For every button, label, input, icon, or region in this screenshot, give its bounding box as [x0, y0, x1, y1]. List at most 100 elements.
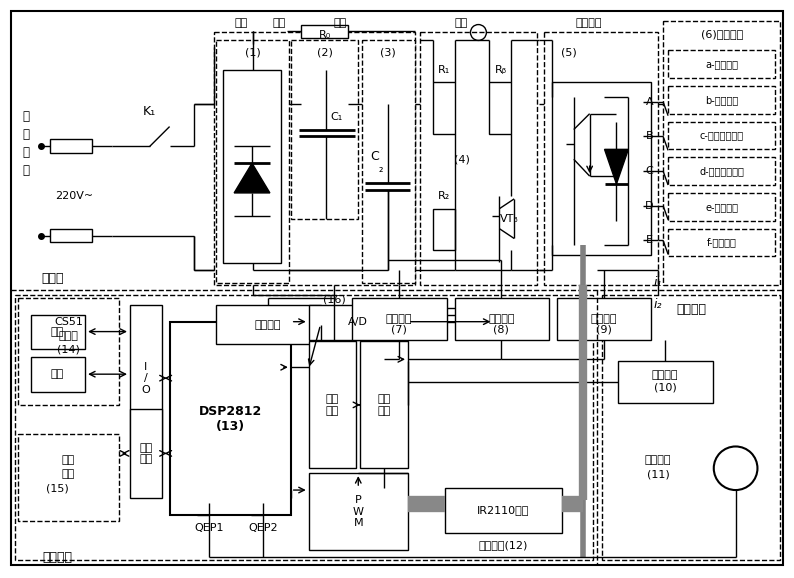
Text: 驱动电路(12): 驱动电路(12) — [479, 540, 528, 550]
Bar — [17, 298, 119, 405]
Text: DSP2812
(13): DSP2812 (13) — [198, 405, 262, 433]
Text: 限流: 限流 — [272, 17, 286, 28]
Text: D: D — [645, 201, 653, 211]
Text: (5): (5) — [561, 47, 576, 57]
Text: I
/
O: I / O — [141, 361, 150, 395]
Text: B: B — [646, 131, 653, 142]
Text: 控制电路: 控制电路 — [42, 551, 72, 564]
Bar — [360, 342, 408, 468]
Text: ₂: ₂ — [378, 164, 383, 174]
Bar — [170, 322, 291, 515]
Text: f-五相电机: f-五相电机 — [707, 238, 737, 247]
Text: 故障
综合: 故障 综合 — [377, 394, 391, 416]
Bar — [433, 82, 455, 134]
Bar — [291, 40, 358, 218]
Bar — [309, 305, 408, 339]
Text: e-步进电机: e-步进电机 — [705, 202, 738, 212]
Text: 外设: 外设 — [62, 469, 75, 479]
Text: QEP2: QEP2 — [249, 523, 278, 533]
Text: 功率变换: 功率变换 — [576, 17, 602, 28]
Text: A/D: A/D — [349, 317, 368, 327]
Text: 显示: 显示 — [51, 327, 64, 336]
Text: R₀: R₀ — [318, 31, 330, 40]
Text: i₁: i₁ — [654, 276, 662, 288]
Text: 故障
保护: 故障 保护 — [326, 394, 339, 416]
Text: A: A — [646, 97, 653, 107]
Text: 交: 交 — [22, 110, 29, 123]
Bar — [557, 298, 651, 339]
Text: 电流检测: 电流检测 — [488, 314, 515, 324]
Bar — [309, 473, 408, 550]
Bar — [668, 193, 775, 221]
Bar — [455, 298, 549, 339]
Bar — [420, 32, 537, 285]
Text: VTᵦ: VTᵦ — [500, 214, 518, 224]
Text: E: E — [646, 235, 653, 246]
Bar — [223, 70, 281, 263]
Bar — [353, 298, 447, 339]
Text: QEP1: QEP1 — [195, 523, 224, 533]
Text: 输: 输 — [22, 146, 29, 159]
Bar — [301, 25, 349, 38]
Text: 220V~: 220V~ — [56, 191, 94, 201]
Bar — [619, 361, 713, 403]
Text: P
W
M: P W M — [353, 495, 364, 528]
Text: 主电路: 主电路 — [41, 272, 64, 284]
Text: C: C — [370, 150, 379, 163]
Text: (6)被控对象: (6)被控对象 — [700, 29, 743, 39]
Text: (16): (16) — [323, 295, 346, 305]
Text: (8): (8) — [493, 325, 509, 335]
Bar — [663, 21, 781, 285]
Polygon shape — [604, 149, 628, 184]
Bar — [130, 409, 162, 498]
Bar — [309, 342, 357, 468]
Text: 光电码盘: 光电码盘 — [645, 455, 672, 465]
Bar — [433, 209, 455, 250]
Text: b-异步电机: b-异步电机 — [705, 95, 738, 105]
Text: (9): (9) — [596, 325, 611, 335]
Bar — [668, 157, 775, 185]
Bar — [214, 32, 415, 285]
Bar — [216, 305, 321, 344]
Bar — [544, 32, 658, 285]
Text: 单片机: 单片机 — [59, 331, 79, 340]
Bar — [130, 305, 162, 451]
Text: (1): (1) — [245, 47, 261, 57]
Text: K₁: K₁ — [143, 105, 156, 118]
Text: 泵升: 泵升 — [455, 17, 468, 28]
Text: R₁: R₁ — [437, 65, 449, 75]
Text: (10): (10) — [653, 382, 676, 392]
Text: C₁: C₁ — [330, 112, 343, 122]
Text: 滤波: 滤波 — [333, 17, 347, 28]
Bar — [362, 40, 415, 283]
Text: c-永磁同步电机: c-永磁同步电机 — [700, 131, 744, 140]
Text: R₂: R₂ — [437, 191, 449, 201]
Bar — [602, 295, 781, 560]
Text: 键盘: 键盘 — [51, 369, 64, 379]
Text: Rᵦ: Rᵦ — [495, 65, 507, 75]
Text: a-直流电机: a-直流电机 — [705, 59, 738, 69]
Text: (4): (4) — [453, 154, 469, 164]
Text: 流: 流 — [22, 128, 29, 141]
Bar — [668, 228, 775, 256]
Bar — [445, 488, 562, 533]
Bar — [31, 357, 85, 392]
Text: IR2110驱动: IR2110驱动 — [477, 505, 530, 515]
Bar — [51, 139, 92, 153]
Text: i₂: i₂ — [654, 298, 662, 312]
Text: (2): (2) — [317, 47, 333, 57]
Text: 通信
接口: 通信 接口 — [139, 443, 152, 464]
Text: (15): (15) — [46, 483, 69, 493]
Text: (11): (11) — [647, 469, 669, 479]
Polygon shape — [234, 163, 270, 193]
Bar — [15, 295, 592, 560]
Bar — [668, 50, 775, 78]
Text: 整流: 整流 — [234, 17, 248, 28]
Text: 电流检测: 电流检测 — [652, 370, 678, 380]
Text: CS51: CS51 — [54, 317, 83, 327]
Text: 温度检测: 温度检测 — [590, 314, 617, 324]
Bar — [216, 40, 289, 283]
Text: 检测电路: 检测电路 — [676, 303, 706, 316]
Bar — [668, 86, 775, 114]
Bar — [51, 228, 92, 242]
